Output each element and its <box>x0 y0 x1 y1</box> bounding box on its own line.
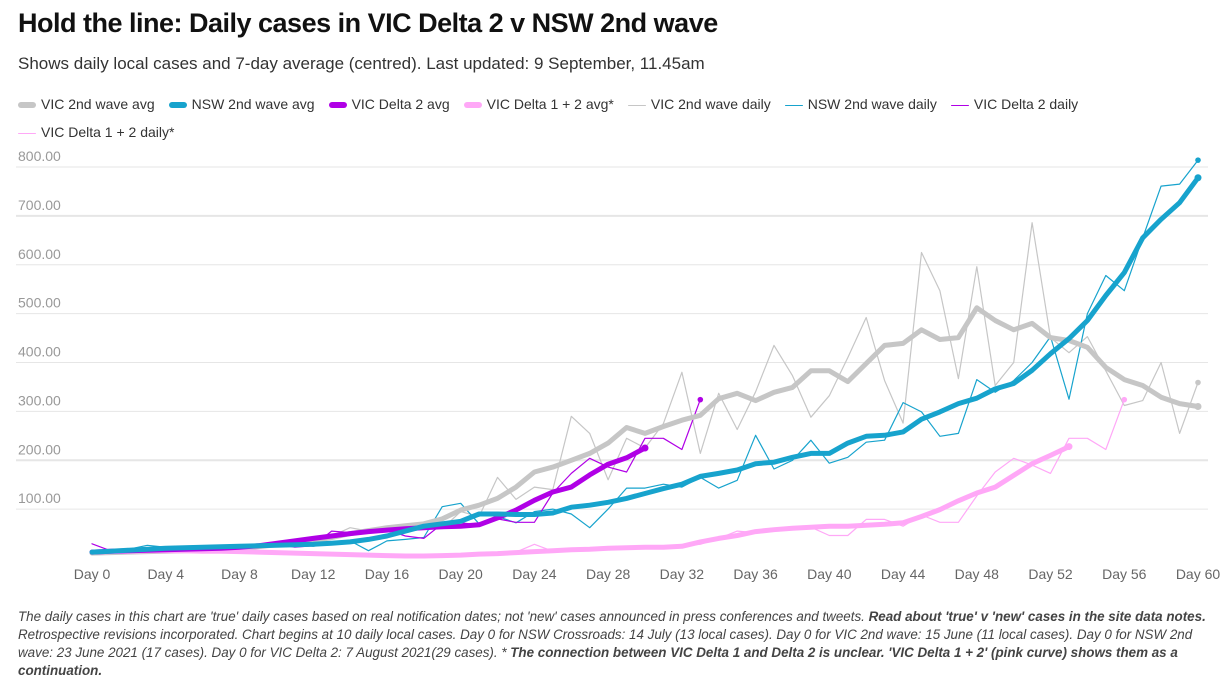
legend-swatch <box>950 104 969 106</box>
legend-label: VIC 2nd wave avg <box>41 96 155 112</box>
note-text-1: The daily cases in this chart are 'true'… <box>18 609 869 624</box>
legend-swatch <box>627 104 646 106</box>
legend-label: NSW 2nd wave avg <box>191 96 315 112</box>
x-tick-label: Day 44 <box>881 566 926 582</box>
series-line-vic-2nd-wave-avg <box>89 305 1201 556</box>
legend-swatch <box>168 102 187 109</box>
series-end-point <box>1065 443 1073 451</box>
series-line-nsw-2nd-wave-avg <box>89 175 1201 555</box>
y-tick-label: 600.00 <box>18 246 61 262</box>
legend-item[interactable]: VIC 2nd wave daily <box>627 90 771 118</box>
legend-label: VIC 2nd wave daily <box>650 96 771 112</box>
x-tick-label: Day 0 <box>74 566 111 582</box>
x-tick-label: Day 60 <box>1176 566 1221 582</box>
note-text-2: Retrospective revisions incorporated. Ch… <box>18 627 1193 660</box>
legend-swatch <box>784 104 803 106</box>
series-end-point <box>697 396 704 403</box>
legend-item[interactable]: VIC Delta 1 + 2 daily* <box>18 118 174 146</box>
legend-item[interactable]: NSW 2nd wave daily <box>784 90 937 118</box>
legend-swatch <box>463 102 482 109</box>
legend-swatch <box>18 132 36 134</box>
y-tick-label: 800.00 <box>18 148 61 164</box>
x-tick-label: Day 52 <box>1028 566 1073 582</box>
x-tick-label: Day 8 <box>221 566 258 582</box>
legend-item[interactable]: VIC Delta 2 avg <box>328 90 450 118</box>
data-notes-link[interactable]: Read about 'true' v 'new' cases in the s… <box>868 609 1206 624</box>
legend: VIC 2nd wave avg NSW 2nd wave avg VIC Delt… <box>18 90 1198 146</box>
chart-title: Hold the line: Daily cases in VIC Delta … <box>18 8 718 38</box>
y-tick-label: 400.00 <box>18 344 61 360</box>
series-end-point <box>1194 174 1202 182</box>
y-tick-label: 500.00 <box>18 295 61 311</box>
note-text-bold: The connection between VIC Delta 1 and D… <box>18 645 1178 678</box>
legend-label: VIC Delta 2 avg <box>351 96 450 112</box>
series-end-point <box>1195 379 1201 386</box>
legend-label: VIC Delta 1 + 2 avg* <box>486 96 614 112</box>
chart-subtitle: Shows daily local cases and 7-day averag… <box>18 54 705 73</box>
line-chart: 100.00 200.00 300.00 400.00 500.00 600.00 700.… <box>16 148 1221 582</box>
series-line-vic-delta-1-2-daily <box>91 399 1125 558</box>
legend-item[interactable]: VIC 2nd wave avg <box>18 90 155 118</box>
x-tick-label: Day 48 <box>955 566 1000 582</box>
legend-item[interactable]: VIC Delta 1 + 2 avg* <box>463 90 614 118</box>
x-tick-label: Day 4 <box>147 566 184 582</box>
legend-swatch <box>328 102 347 109</box>
y-tick-label: 200.00 <box>18 441 61 457</box>
legend-item[interactable]: VIC Delta 2 daily <box>950 90 1079 118</box>
y-tick-label: 100.00 <box>18 490 61 506</box>
y-tick-label: 300.00 <box>18 392 61 408</box>
series-line-vic-delta-1-2-avg <box>89 444 1072 559</box>
footnotes: The daily cases in this chart are 'true'… <box>18 608 1213 680</box>
series-line-vic-2nd-wave-daily <box>91 222 1199 555</box>
legend-label: VIC Delta 2 daily <box>973 96 1079 112</box>
legend-item[interactable]: NSW 2nd wave avg <box>168 90 315 118</box>
x-tick-label: Day 28 <box>586 566 631 582</box>
series-end-point <box>1121 396 1128 403</box>
series-end-point <box>1195 157 1201 163</box>
legend-label: VIC Delta 1 + 2 daily* <box>41 124 175 140</box>
x-tick-label: Day 12 <box>291 566 336 582</box>
y-tick-label: 700.00 <box>18 197 61 213</box>
series-end-point <box>1194 402 1202 410</box>
legend-label: NSW 2nd wave daily <box>807 96 937 112</box>
x-tick-label: Day 24 <box>512 566 557 582</box>
x-tick-label: Day 16 <box>365 566 410 582</box>
legend-swatch <box>18 102 36 109</box>
x-tick-label: Day 40 <box>807 566 852 582</box>
x-tick-label: Day 56 <box>1102 566 1147 582</box>
x-tick-label: Day 32 <box>660 566 705 582</box>
x-tick-label: Day 36 <box>733 566 778 582</box>
x-tick-label: Day 20 <box>438 566 483 582</box>
series-end-point <box>641 444 649 452</box>
